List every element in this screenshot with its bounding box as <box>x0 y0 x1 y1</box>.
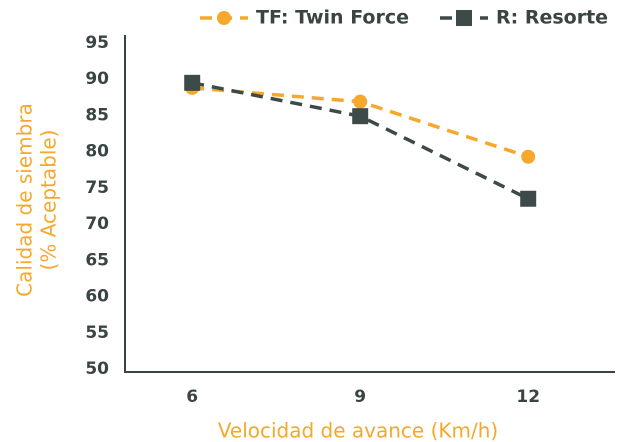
legend-marker <box>217 11 231 25</box>
legend-marker <box>456 10 472 26</box>
legend-label: R: Resorte <box>496 7 608 29</box>
data-point <box>521 149 536 164</box>
y-tick-label: 90 <box>85 69 109 89</box>
x-tick-label: 9 <box>354 387 366 407</box>
data-point <box>353 94 368 109</box>
legend-label: TF: Twin Force <box>256 7 409 29</box>
y-tick-label: 55 <box>85 323 109 343</box>
data-point <box>352 108 369 125</box>
y-tick-label: 80 <box>85 142 109 162</box>
x-tick-label: 12 <box>516 387 540 407</box>
y-axis-label: Calidad de siembra (% Aceptable) <box>13 103 61 297</box>
y-tick-label: 95 <box>85 33 109 53</box>
y-axis-label-line: Calidad de siembra <box>13 103 37 297</box>
x-tick-label: 6 <box>186 387 198 407</box>
y-tick-label: 70 <box>85 214 109 234</box>
y-tick-label: 65 <box>85 250 109 270</box>
y-tick-label: 85 <box>85 105 109 125</box>
y-tick-label: 60 <box>85 287 109 307</box>
y-tick-label: 75 <box>85 178 109 198</box>
y-axis-label-line: (% Aceptable) <box>37 130 61 271</box>
data-point <box>520 190 537 207</box>
data-point <box>184 74 201 91</box>
y-tick-label: 50 <box>85 359 109 379</box>
x-axis-label: Velocidad de avance (Km/h) <box>218 419 498 442</box>
